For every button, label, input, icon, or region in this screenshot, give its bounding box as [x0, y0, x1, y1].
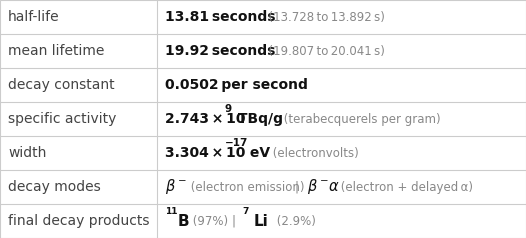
Text: eV: eV: [245, 146, 270, 160]
Text: $\beta^-$: $\beta^-$: [165, 178, 187, 197]
Text: (13.728 to 13.892 s): (13.728 to 13.892 s): [261, 10, 385, 24]
Text: final decay products: final decay products: [8, 214, 149, 228]
Text: (terabecquerels per gram): (terabecquerels per gram): [280, 113, 440, 125]
Text: 13.81 seconds: 13.81 seconds: [165, 10, 275, 24]
Text: (2.9%): (2.9%): [273, 214, 316, 228]
Text: Li: Li: [254, 213, 268, 228]
Text: 3.304 × 10: 3.304 × 10: [165, 146, 245, 160]
Text: 11: 11: [165, 207, 177, 216]
Text: specific activity: specific activity: [8, 112, 116, 126]
Text: |: |: [295, 180, 299, 193]
Text: 0.0502 per second: 0.0502 per second: [165, 78, 308, 92]
Text: half-life: half-life: [8, 10, 59, 24]
Text: 9: 9: [225, 104, 232, 114]
Text: decay modes: decay modes: [8, 180, 101, 194]
Text: 2.743 × 10: 2.743 × 10: [165, 112, 245, 126]
Text: (electronvolts): (electronvolts): [269, 147, 359, 159]
Text: B: B: [178, 213, 189, 228]
Text: (electron emission): (electron emission): [187, 180, 304, 193]
Text: −17: −17: [225, 139, 248, 149]
Text: width: width: [8, 146, 46, 160]
Text: TBq/g: TBq/g: [232, 112, 283, 126]
Text: mean lifetime: mean lifetime: [8, 44, 104, 58]
Text: (electron + delayed α): (electron + delayed α): [337, 180, 473, 193]
Text: 19.92 seconds: 19.92 seconds: [165, 44, 275, 58]
Text: 7: 7: [242, 207, 249, 216]
Text: (97%): (97%): [189, 214, 228, 228]
Text: (19.807 to 20.041 s): (19.807 to 20.041 s): [261, 45, 385, 58]
Text: decay constant: decay constant: [8, 78, 115, 92]
Text: |: |: [232, 214, 236, 228]
Text: $\beta^-\!\alpha$: $\beta^-\!\alpha$: [307, 178, 339, 197]
